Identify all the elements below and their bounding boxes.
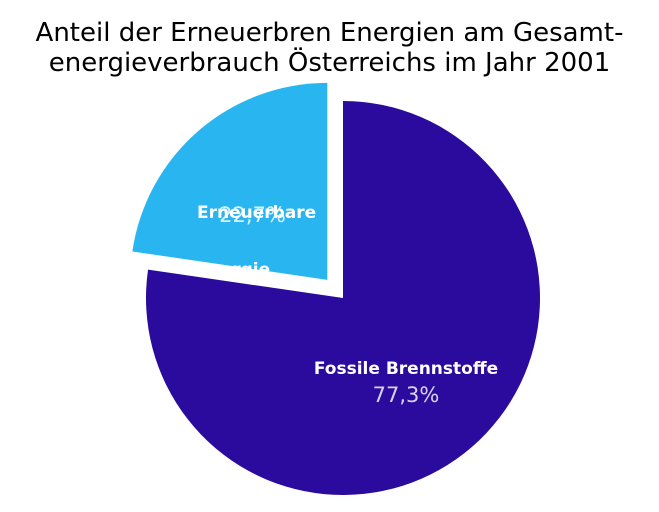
chart-title-line2: energieverbrauch Österreichs im Jahr 200… bbox=[48, 48, 611, 78]
slice-label-line2: Energie bbox=[197, 260, 271, 280]
slice-label-erneuerbare-energie: Erneuerbare Energie bbox=[197, 166, 316, 299]
pie-slice-erneuerbare-energie bbox=[132, 82, 328, 280]
chart-title: Anteil der Erneuerbren Energien am Gesam… bbox=[0, 18, 659, 78]
slice-label-fossile-brennstoffe: Fossile Brennstoffe bbox=[313, 359, 499, 379]
slice-label-line1: Erneuerbare bbox=[197, 203, 317, 223]
slice-percent-erneuerbare-energie: 22,7% bbox=[219, 203, 286, 227]
chart-title-line1: Anteil der Erneuerbren Energien am Gesam… bbox=[35, 18, 624, 48]
pie-slice-fossile-brennstoffe bbox=[145, 101, 540, 495]
slice-percent-fossile-brennstoffe: 77,3% bbox=[372, 383, 440, 407]
